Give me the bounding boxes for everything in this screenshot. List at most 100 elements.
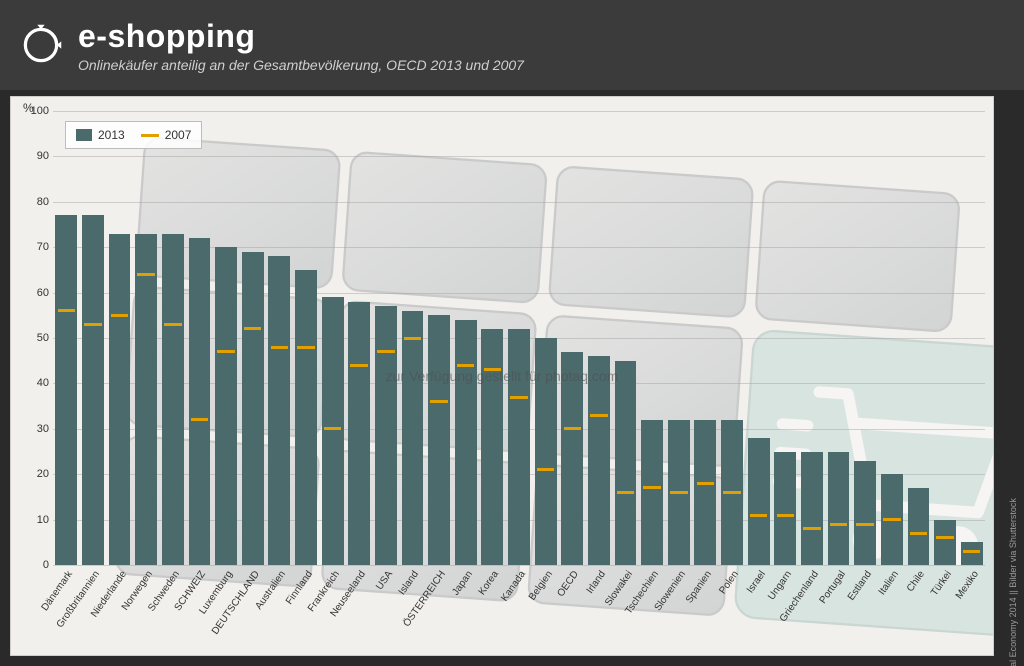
x-axis-labels: DänemarkGroßbritannienNiederlandeNorwege… (53, 565, 985, 655)
x-tick-label: Türkei (929, 569, 954, 598)
x-tick-label: Estland (846, 569, 874, 603)
bar-2013 (375, 306, 397, 565)
marker-2007 (617, 491, 634, 494)
bar-2013 (55, 215, 77, 565)
marker-2007 (750, 514, 767, 517)
y-tick-label: 10 (23, 514, 49, 526)
bar-2013 (402, 311, 424, 565)
bar-2013 (428, 315, 450, 565)
marker-2007 (297, 346, 314, 349)
marker-2007 (111, 314, 128, 317)
bar-2013 (934, 520, 956, 565)
bar-2013 (801, 452, 823, 566)
oecd-logo-icon (18, 22, 64, 68)
bar-2013 (189, 238, 211, 565)
marker-2007 (244, 327, 261, 330)
bar-2013 (828, 452, 850, 566)
plot-area: % 0102030405060708090100 (53, 111, 985, 565)
marker-2007 (164, 323, 181, 326)
y-tick-label: 90 (23, 150, 49, 162)
y-tick-label: 20 (23, 468, 49, 480)
x-tick-label: Chile (905, 569, 927, 594)
legend-label-2007: 2007 (165, 128, 192, 142)
marker-2007 (404, 337, 421, 340)
bar-2013 (641, 420, 663, 565)
x-tick-label: Ungarn (766, 569, 794, 602)
marker-2007 (936, 536, 953, 539)
bar-2013 (162, 234, 184, 565)
marker-2007 (830, 523, 847, 526)
y-tick-label: 30 (23, 423, 49, 435)
x-tick-label: Korea (477, 569, 501, 597)
page-subtitle: Onlinekäufer anteilig an der Gesamtbevöl… (78, 57, 524, 73)
x-tick-label: Island (397, 569, 421, 597)
y-tick-label: 60 (23, 287, 49, 299)
marker-2007 (803, 527, 820, 530)
x-tick-label: Polen (717, 569, 741, 596)
title-block: e-shopping Onlinekäufer anteilig an der … (78, 18, 524, 73)
marker-2007 (510, 396, 527, 399)
x-tick-label: Spanien (684, 569, 714, 605)
marker-2007 (564, 427, 581, 430)
bar-2013 (322, 297, 344, 565)
bar-2013 (774, 452, 796, 566)
x-tick-label: USA (374, 569, 395, 592)
y-tick-label: 0 (23, 559, 49, 571)
marker-2007 (377, 350, 394, 353)
bar-2013 (694, 420, 716, 565)
marker-2007 (58, 309, 75, 312)
y-tick-label: 100 (23, 105, 49, 117)
chart-panel: % 0102030405060708090100 DänemarkGroßbri… (10, 96, 994, 656)
marker-2007 (537, 468, 554, 471)
marker-2007 (350, 364, 367, 367)
bar-2013 (348, 302, 370, 565)
legend-item-2013: 2013 (76, 128, 125, 142)
bar-2013 (215, 247, 237, 565)
bar-2013 (854, 461, 876, 565)
marker-2007 (670, 491, 687, 494)
legend-item-2007: 2007 (141, 128, 192, 142)
bar-2013 (961, 542, 983, 565)
marker-2007 (777, 514, 794, 517)
x-tick-label: Portugal (817, 569, 847, 606)
x-tick-label: Italien (876, 569, 900, 597)
y-tick-label: 50 (23, 332, 49, 344)
marker-2007 (723, 491, 740, 494)
marker-2007 (963, 550, 980, 553)
bar-2013 (908, 488, 930, 565)
bar-2013 (561, 352, 583, 565)
x-tick-label: Irland (585, 569, 608, 596)
y-tick-label: 80 (23, 196, 49, 208)
bar-2013 (588, 356, 610, 565)
x-tick-label: Belgien (526, 569, 554, 603)
marker-2007 (856, 523, 873, 526)
marker-2007 (324, 427, 341, 430)
legend-swatch-2007 (141, 134, 159, 137)
y-tick-label: 70 (23, 241, 49, 253)
legend-label-2013: 2013 (98, 128, 125, 142)
logo-title-group: e-shopping Onlinekäufer anteilig an der … (18, 18, 524, 73)
bar-2013 (82, 215, 104, 565)
bar-2013 (455, 320, 477, 565)
marker-2007 (590, 414, 607, 417)
header: e-shopping Onlinekäufer anteilig an der … (0, 0, 1024, 90)
marker-2007 (457, 364, 474, 367)
marker-2007 (910, 532, 927, 535)
bar-2013 (295, 270, 317, 565)
page-title: e-shopping (78, 18, 524, 55)
marker-2007 (217, 350, 234, 353)
marker-2007 (191, 418, 208, 421)
bar-2013 (481, 329, 503, 565)
bar-2013 (242, 252, 264, 565)
bars-container (53, 111, 985, 565)
bar-2013 (615, 361, 637, 565)
legend-swatch-2013 (76, 129, 92, 141)
bar-2013 (748, 438, 770, 565)
bar-2013 (268, 256, 290, 565)
x-tick-label: OECD (556, 569, 582, 599)
x-tick-label: Kanada (499, 569, 528, 604)
marker-2007 (430, 400, 447, 403)
bar-2013 (135, 234, 157, 565)
bar-2013 (109, 234, 131, 565)
bar-2013 (508, 329, 530, 565)
